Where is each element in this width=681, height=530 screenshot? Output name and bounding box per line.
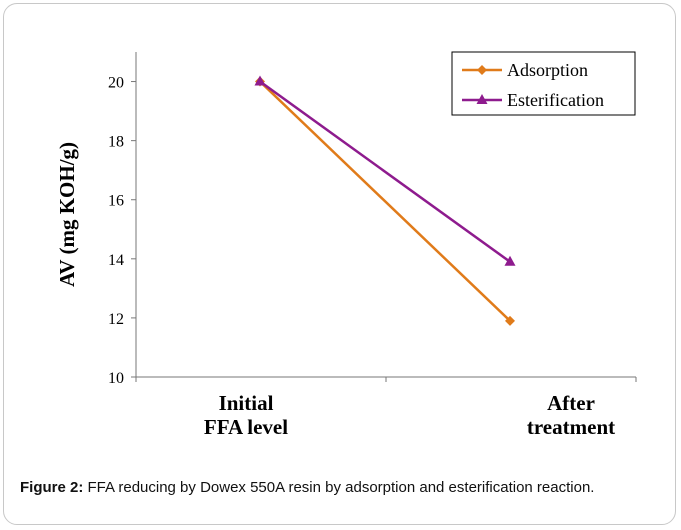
legend-marker-triangle <box>476 94 488 104</box>
y-tick-label: 10 <box>108 370 124 387</box>
x-category-line: Initial <box>219 391 274 415</box>
x-category-line: treatment <box>527 415 615 439</box>
x-category-line: After <box>547 391 595 415</box>
legend: Adsorption Esterification <box>451 51 636 116</box>
x-category-label: Initial FFA level <box>204 391 288 439</box>
legend-marker-diamond <box>477 65 487 75</box>
legend-label: Esterification <box>507 90 604 110</box>
y-tick-label: 18 <box>108 134 124 151</box>
x-category-labels: Initial FFA level After treatment <box>204 391 615 439</box>
y-axis-label: AV (mg KOH/g) <box>55 142 79 287</box>
y-tick-labels: 10 12 14 16 18 20 <box>108 75 124 387</box>
data-point-triangle <box>504 255 516 266</box>
figure-caption: Figure 2: FFA reducing by Dowex 550A res… <box>20 479 670 497</box>
series-line-adsorption <box>259 80 511 322</box>
data-point-diamond <box>505 315 515 326</box>
x-category-label: After treatment <box>527 391 615 439</box>
caption-label: Figure 2: <box>20 479 84 496</box>
y-tick-label: 14 <box>108 252 124 269</box>
y-tick-label: 20 <box>108 75 124 92</box>
x-category-line: FFA level <box>204 415 288 439</box>
legend-box <box>451 51 636 116</box>
line-chart: 10 12 14 16 18 20 Initial FFA level After treatm… <box>55 51 637 439</box>
legend-label: Adsorption <box>507 60 588 80</box>
series-group <box>254 75 516 326</box>
caption-text: FFA reducing by Dowex 550A resin by adso… <box>83 479 595 496</box>
y-tick-label: 16 <box>108 193 124 210</box>
series-line-esterification <box>259 80 511 263</box>
y-tick-label: 12 <box>108 311 124 328</box>
chart-axes <box>131 52 637 382</box>
data-point-triangle <box>254 75 266 86</box>
